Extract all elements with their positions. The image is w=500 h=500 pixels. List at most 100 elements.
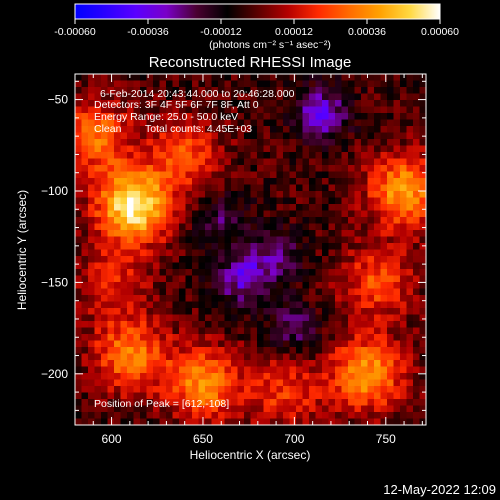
heatmap-cell [374, 171, 382, 179]
heatmap-cell [335, 262, 343, 270]
heatmap-cell [328, 74, 336, 82]
heatmap-cell [159, 353, 167, 361]
heatmap-cell [244, 139, 252, 147]
heatmap-cell [263, 126, 271, 134]
heatmap-cell [322, 418, 330, 425]
heatmap-cell [224, 275, 232, 283]
heatmap-cell [185, 126, 193, 134]
heatmap-cell [328, 152, 336, 160]
heatmap-cell [361, 171, 369, 179]
heatmap-cell [309, 327, 317, 335]
heatmap-cell [361, 418, 369, 425]
heatmap-cell [341, 191, 349, 199]
heatmap-cell [348, 165, 356, 173]
heatmap-cell [75, 171, 83, 179]
colorbar-ticks: -0.00060 -0.00036 -0.00012 0.00012 0.00036 0.… [54, 19, 459, 38]
heatmap-cell [289, 152, 297, 160]
heatmap-cell [413, 204, 421, 212]
heatmap-cell [354, 126, 362, 134]
heatmap-cell [341, 295, 349, 303]
heatmap-cell [367, 145, 375, 153]
heatmap-cell [315, 243, 323, 251]
heatmap-cell [283, 399, 291, 407]
heatmap-cell [354, 158, 362, 166]
heatmap-cell [94, 139, 102, 147]
heatmap-cell [205, 210, 213, 218]
heatmap-cell [179, 366, 187, 374]
heatmap-cell [289, 386, 297, 394]
heatmap-cell [166, 171, 174, 179]
heatmap-cell [205, 418, 213, 425]
heatmap-cell [211, 113, 219, 121]
heatmap-cell [419, 191, 426, 199]
heatmap-cell [380, 178, 388, 186]
heatmap-cell [172, 119, 180, 127]
heatmap-cell [211, 321, 219, 329]
heatmap-cell [380, 386, 388, 394]
heatmap-cell [244, 126, 252, 134]
heatmap-cell [94, 132, 102, 140]
heatmap-cell [146, 392, 154, 400]
heatmap-cell [127, 262, 135, 270]
heatmap-cell [270, 373, 278, 381]
heatmap-cell [302, 132, 310, 140]
heatmap-cell [211, 282, 219, 290]
heatmap-cell [146, 243, 154, 251]
heatmap-cell [257, 314, 265, 322]
heatmap-cell [341, 210, 349, 218]
heatmap-cell [101, 334, 109, 342]
heatmap-cell [393, 132, 401, 140]
heatmap-cell [218, 295, 226, 303]
heatmap-cell [94, 301, 102, 309]
heatmap-cell [185, 184, 193, 192]
heatmap-cell [172, 295, 180, 303]
heatmap-cell [276, 171, 284, 179]
heatmap-cell [172, 392, 180, 400]
heatmap-cell [263, 145, 271, 153]
heatmap-cell [146, 165, 154, 173]
heatmap-cell [400, 93, 408, 101]
heatmap-cell [276, 132, 284, 140]
heatmap-cell [140, 87, 148, 95]
heatmap-cell [153, 158, 161, 166]
heatmap-cell [348, 256, 356, 264]
heatmap-cell [231, 184, 239, 192]
heatmap-cell [413, 217, 421, 225]
heatmap-cell [354, 106, 362, 114]
heatmap-cell [159, 360, 167, 368]
heatmap-cell [283, 132, 291, 140]
heatmap-cell [237, 165, 245, 173]
heatmap-cell [354, 191, 362, 199]
heatmap-cell [101, 418, 109, 425]
heatmap-cell [413, 223, 421, 231]
heatmap-cell [133, 386, 141, 394]
heatmap-cell [146, 184, 154, 192]
heatmap-cell [224, 295, 232, 303]
heatmap-cell [328, 405, 336, 413]
heatmap-cell [270, 256, 278, 264]
heatmap-cell [354, 360, 362, 368]
heatmap-cell [348, 217, 356, 225]
heatmap-cell [354, 295, 362, 303]
heatmap-cell [101, 93, 109, 101]
heatmap-cell [101, 288, 109, 296]
heatmap-cell [140, 366, 148, 374]
heatmap-cell [315, 126, 323, 134]
heatmap-cell [81, 191, 89, 199]
heatmap-cell [328, 184, 336, 192]
heatmap-cell [114, 295, 122, 303]
heatmap-cell [354, 197, 362, 205]
heatmap-cell [114, 243, 122, 251]
heatmap-cell [120, 334, 128, 342]
heatmap-cell [413, 126, 421, 134]
heatmap-cell [283, 249, 291, 257]
heatmap-cell [302, 275, 310, 283]
heatmap-cell [276, 230, 284, 238]
heatmap-cell [322, 295, 330, 303]
heatmap-cell [211, 314, 219, 322]
heatmap-cell [211, 275, 219, 283]
heatmap-cell [296, 178, 304, 186]
heatmap-cell [140, 100, 148, 108]
heatmap-cell [367, 366, 375, 374]
heatmap-cell [361, 230, 369, 238]
